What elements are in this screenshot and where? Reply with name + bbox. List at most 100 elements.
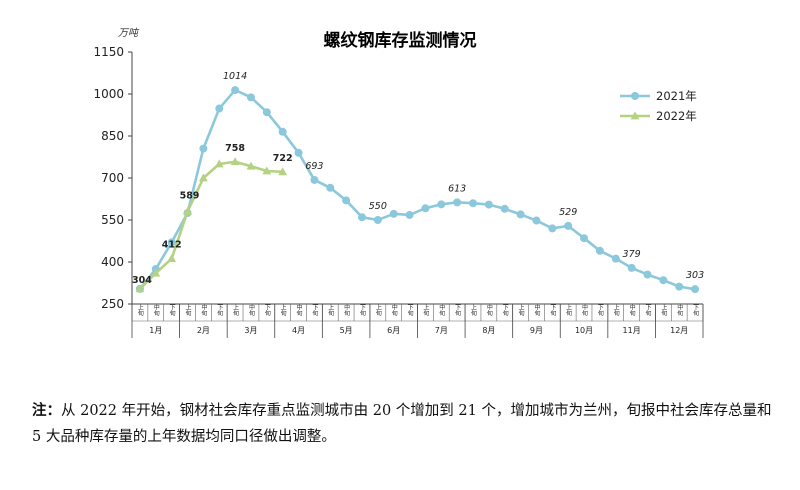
series-1-point	[215, 104, 224, 113]
series-1-point	[405, 210, 414, 219]
chart-title: 螺纹钢库存监测情况	[324, 30, 477, 51]
x-sub-period-label: 上旬	[565, 303, 572, 317]
plot-area: 25040055070085010001150上旬 中旬 下旬 上旬 中旬 下旬 上旬 中旬下…	[93, 45, 704, 338]
series-1-point	[548, 224, 557, 233]
x-sub-period-label: 中旬	[676, 303, 683, 317]
x-sub-period-label: 上旬	[374, 303, 381, 317]
series-1-point	[469, 199, 478, 208]
series-1-point	[643, 270, 652, 279]
series-1-point	[199, 144, 208, 153]
x-month-label: 9月	[530, 326, 543, 335]
legend-entry-label: 2022年	[656, 109, 697, 123]
series-1-point	[231, 86, 240, 95]
series-1-data-label: 303	[686, 270, 704, 281]
y-tick-label: 400	[101, 255, 124, 269]
x-sub-period-label: 上旬	[470, 303, 477, 317]
series-1-point	[342, 196, 351, 205]
x-sub-period-label: 下旬	[358, 304, 365, 317]
series-1-point	[373, 216, 382, 224]
x-month-label: 7月	[435, 326, 448, 335]
x-sub-period-label: 上旬	[422, 303, 429, 317]
x-sub-period-label: 下旬	[406, 304, 413, 317]
legend: 2021年 2022年	[620, 89, 697, 123]
x-sub-period-label: 中旬	[295, 303, 302, 317]
x-month-label: 3月	[244, 326, 257, 335]
series-2-point	[214, 159, 224, 168]
y-axis-unit: 万吨	[118, 27, 140, 39]
x-sub-period-label: 下旬	[263, 304, 270, 317]
x-sub-period-label: 上旬	[612, 303, 619, 317]
series-1-point	[691, 285, 700, 294]
series-2-point	[183, 207, 192, 215]
series-1-point	[389, 209, 398, 218]
series-1-data-label: 529	[559, 207, 577, 218]
x-sub-period-label: 下旬	[501, 304, 508, 317]
series-1-point	[278, 127, 287, 136]
series-1-data-label: 550	[369, 201, 387, 212]
x-sub-period-label: 中旬	[581, 303, 588, 317]
series-1-point	[564, 221, 573, 230]
series-2-point	[278, 167, 288, 176]
x-month-label: 11月	[623, 326, 641, 335]
series-2-point	[230, 157, 240, 166]
x-month-label: 4月	[292, 326, 305, 335]
series-1-data-label: 379	[623, 249, 641, 260]
series-1-point	[484, 200, 493, 209]
series-1-point	[246, 93, 255, 102]
series-1-point	[453, 198, 462, 207]
y-tick-label: 550	[101, 213, 124, 227]
series-1-point	[516, 210, 525, 219]
x-sub-period-label: 中旬	[390, 303, 397, 317]
x-month-label: 8月	[482, 326, 495, 335]
x-month-label: 1月	[149, 326, 162, 335]
x-sub-period-label: 中旬	[247, 303, 254, 317]
series-1-point	[627, 263, 636, 272]
series-1-point	[262, 108, 271, 117]
series-2-data-label: 412	[162, 240, 182, 251]
series-2-data-label: 722	[273, 153, 293, 164]
x-sub-period-label: 上旬	[517, 303, 524, 317]
series-2-point	[135, 284, 145, 293]
series-line-1	[138, 88, 696, 291]
y-tick-label: 700	[101, 171, 124, 185]
series-2-data-label: 589	[180, 191, 200, 202]
x-sub-period-label: 上旬	[136, 303, 143, 317]
x-month-label: 10月	[575, 326, 593, 335]
y-tick-label: 1000	[93, 87, 124, 101]
series-1-data-label: 693	[305, 161, 323, 172]
legend-entry-label: 2021年	[656, 89, 697, 103]
x-sub-period-label: 下旬	[454, 304, 461, 317]
series-1-point	[611, 254, 620, 263]
series-1-point	[357, 213, 366, 222]
series-1-point	[437, 200, 446, 209]
x-sub-period-label: 下旬	[216, 304, 223, 317]
y-tick-label: 1150	[93, 45, 124, 59]
x-sub-period-label: 上旬	[232, 303, 239, 317]
x-sub-period-label: 中旬	[628, 303, 635, 317]
x-sub-period-label: 上旬	[279, 303, 286, 317]
x-month-label: 12月	[670, 326, 688, 335]
series-1-data-label: 1014	[223, 71, 247, 82]
x-sub-period-label: 下旬	[311, 304, 318, 317]
y-tick-label: 850	[101, 129, 124, 143]
series-2-point	[151, 268, 161, 277]
x-sub-period-label: 中旬	[485, 303, 492, 317]
x-sub-period-label: 中旬	[343, 303, 350, 317]
footnote: 注：从 2022 年开始，钢材社会库存重点监测城市由 20 个增加到 21 个，…	[32, 398, 782, 450]
series-1-point	[675, 282, 684, 291]
series-1-point	[580, 234, 589, 243]
x-sub-period-label: 中旬	[533, 303, 540, 317]
x-sub-period-label: 下旬	[168, 304, 175, 317]
x-sub-period-label: 下旬	[596, 304, 603, 317]
series-line-2	[139, 160, 283, 290]
series-2-point	[198, 173, 208, 182]
x-sub-period-label: 上旬	[184, 303, 191, 317]
x-sub-period-label: 下旬	[692, 304, 699, 317]
footnote-text: 从 2022 年开始，钢材社会库存重点监测城市由 20 个增加到 21 个，增加…	[32, 403, 772, 445]
series-1-point	[294, 148, 303, 157]
series-1-data-label: 613	[448, 183, 466, 194]
legend-swatch-marker	[631, 92, 639, 100]
series-2-data-label: 304	[132, 275, 152, 286]
x-month-label: 2月	[197, 326, 210, 335]
